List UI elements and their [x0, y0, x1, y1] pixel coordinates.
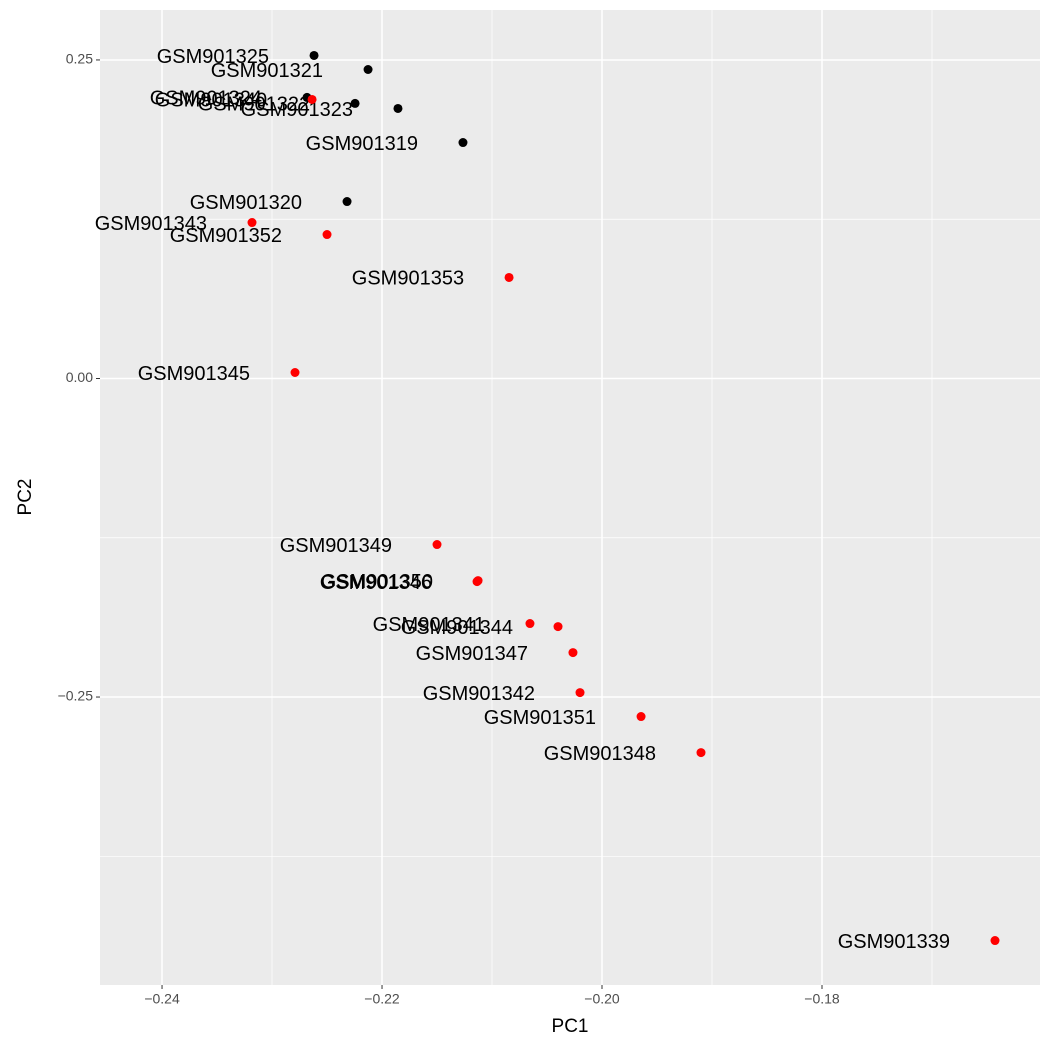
y-tick-label: 0.25: [66, 51, 93, 67]
point: [472, 577, 482, 587]
point: [553, 622, 563, 632]
y-axis-title: PC2: [15, 479, 36, 516]
point: [458, 138, 468, 148]
point-label: GSM901348: [544, 743, 656, 765]
y-tick-label: 0.00: [66, 369, 93, 385]
point: [342, 197, 352, 207]
point-label: GSM901347: [416, 643, 528, 665]
point: [350, 98, 360, 108]
point: [504, 272, 514, 282]
x-axis-title: PC1: [552, 1016, 589, 1037]
panel: [100, 10, 1040, 985]
point-label: GSM901343: [95, 213, 207, 235]
point-label: GSM901323: [241, 99, 353, 121]
point: [363, 65, 373, 75]
point: [568, 648, 578, 658]
point-label: GSM901346: [320, 572, 432, 594]
point-label: GSM901344: [401, 617, 513, 639]
point-label: GSM901350: [321, 571, 433, 593]
point-label: GSM901349: [280, 535, 392, 557]
point-label: GSM901324: [150, 88, 262, 110]
point: [393, 103, 403, 113]
point-label: GSM901322: [198, 94, 310, 116]
x-tick-label: −0.18: [804, 991, 840, 1007]
point: [575, 688, 585, 698]
point: [525, 619, 535, 629]
point-label: GSM901340: [155, 90, 267, 112]
point-label: GSM901325: [157, 46, 269, 68]
point: [307, 94, 317, 104]
point-label: GSM901353: [352, 268, 464, 290]
x-tick-label: −0.22: [364, 991, 400, 1007]
point: [290, 368, 300, 378]
point-label: GSM901320: [190, 192, 302, 214]
point-label: GSM901319: [306, 133, 418, 155]
point-label: GSM901342: [423, 683, 535, 705]
x-tick-label: −0.24: [144, 991, 180, 1007]
point: [247, 218, 257, 228]
point: [309, 50, 319, 60]
point-label: GSM901352: [170, 225, 282, 247]
point-label: GSM901351: [484, 707, 596, 729]
point-label: GSM901321: [211, 60, 323, 82]
point: [432, 540, 442, 550]
point: [636, 712, 646, 722]
point-label: GSM901341: [373, 614, 485, 636]
y-tick-label: −0.25: [58, 688, 94, 704]
point: [322, 230, 332, 240]
point: [696, 748, 706, 758]
point: [990, 936, 1000, 946]
x-tick-label: −0.20: [584, 991, 620, 1007]
point-label: GSM901339: [838, 931, 950, 953]
point-label: GSM901345: [138, 363, 250, 385]
